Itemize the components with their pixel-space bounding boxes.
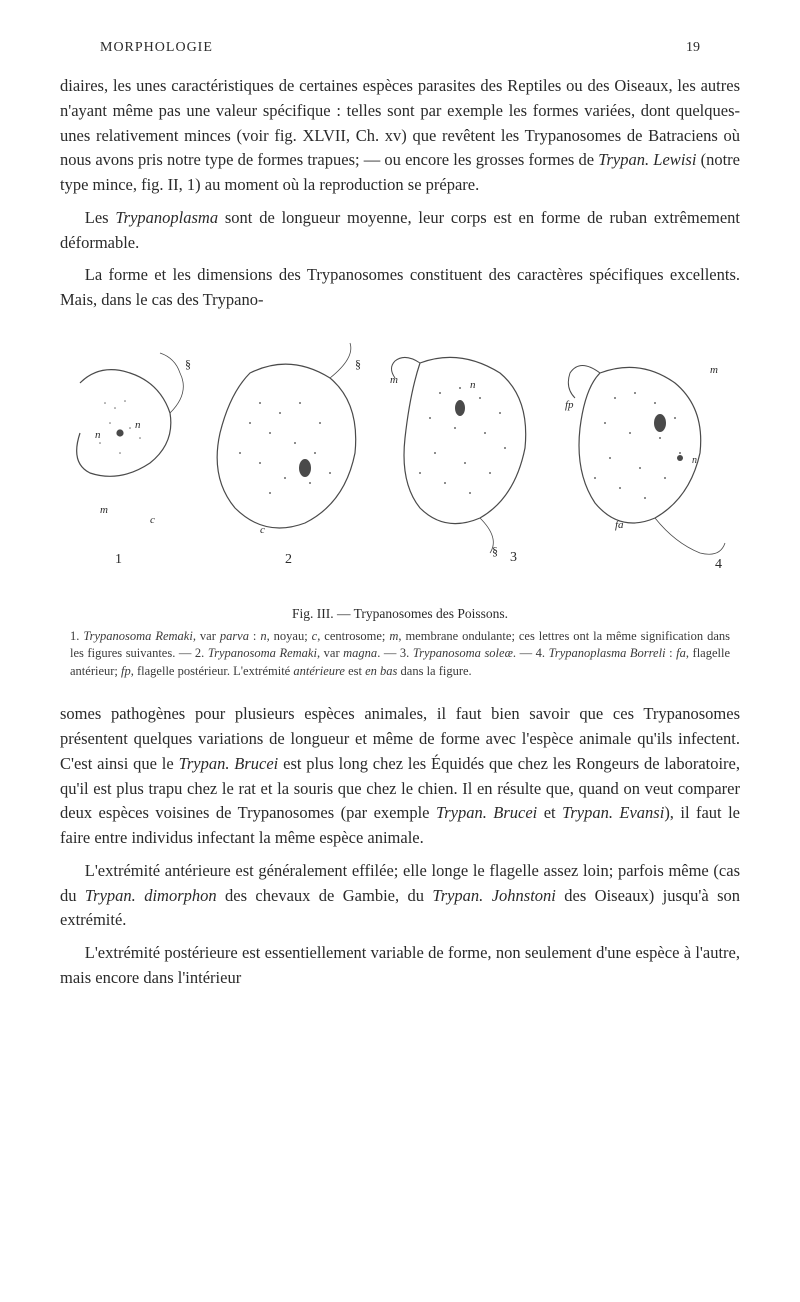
svg-text:c: c xyxy=(260,524,265,536)
svg-text:§: § xyxy=(355,357,361,371)
header-title: MORPHOLOGIE xyxy=(100,40,213,56)
svg-text:m: m xyxy=(710,364,718,376)
paragraph-6: L'extrémité postérieure est essentiellem… xyxy=(60,941,740,991)
paragraph-5: L'extrémité antérieure est généralement … xyxy=(60,859,740,933)
svg-text:4: 4 xyxy=(715,557,722,572)
svg-text:§: § xyxy=(185,357,191,371)
svg-text:2: 2 xyxy=(285,552,292,567)
figure-svg: n n m c 1 § § c 2 c xyxy=(60,333,740,593)
paragraph-4: somes pathogènes pour plusieurs espèces … xyxy=(60,702,740,851)
svg-text:n: n xyxy=(95,429,101,441)
page-header: MORPHOLOGIE 19 xyxy=(60,40,740,56)
paragraph-1: diaires, les unes caractéristiques de ce… xyxy=(60,74,740,198)
svg-text:n: n xyxy=(692,455,697,466)
figure-caption: Fig. III. — Trypanosomes des Poissons. xyxy=(60,606,740,622)
page-number: 19 xyxy=(686,40,700,56)
svg-text:§: § xyxy=(492,544,498,558)
svg-text:c: c xyxy=(675,420,680,431)
figure-caption-detail: 1. Trypanosoma Remaki, var parva : n, no… xyxy=(70,628,730,681)
paragraph-3: La forme et les dimensions des Trypanoso… xyxy=(60,263,740,313)
svg-text:fp: fp xyxy=(565,399,574,411)
svg-text:n: n xyxy=(135,419,141,431)
svg-text:n: n xyxy=(470,379,476,391)
svg-text:c: c xyxy=(318,470,323,481)
svg-text:m: m xyxy=(390,374,398,386)
svg-text:m: m xyxy=(100,504,108,516)
svg-text:3: 3 xyxy=(510,550,517,565)
figure-3: n n m c 1 § § c 2 c xyxy=(60,333,740,681)
svg-text:fa: fa xyxy=(615,519,624,531)
svg-text:1: 1 xyxy=(115,552,122,567)
svg-text:c: c xyxy=(150,514,155,526)
paragraph-2: Les Trypanoplasma sont de longueur moyen… xyxy=(60,206,740,256)
